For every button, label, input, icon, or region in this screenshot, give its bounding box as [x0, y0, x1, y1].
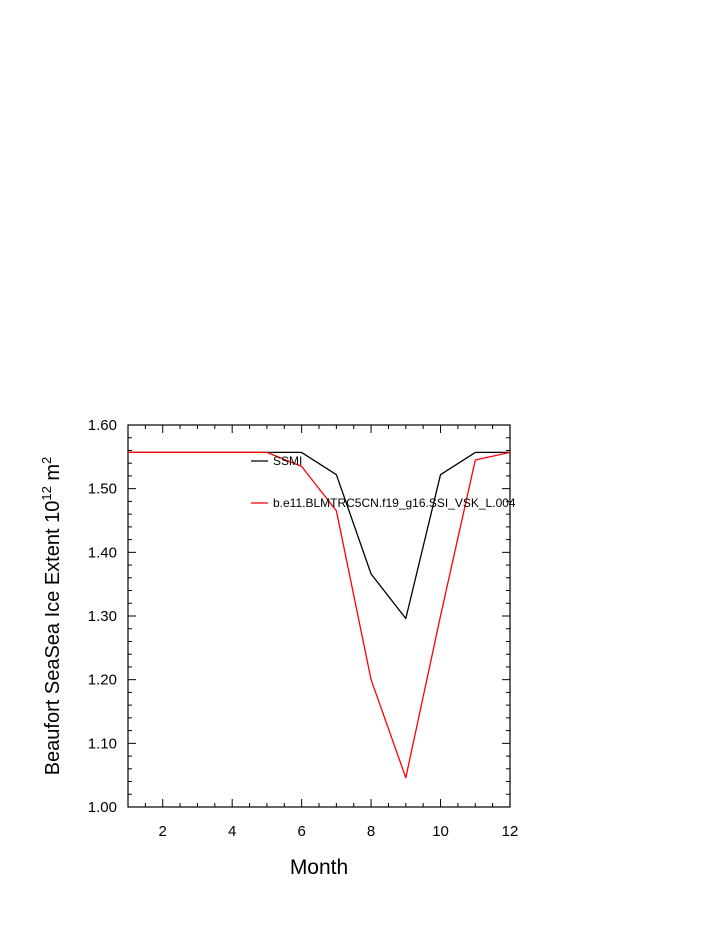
- y-axis-title-superscript: 2: [39, 457, 54, 464]
- y-tick-label: 1.10: [88, 735, 117, 752]
- x-axis-title: Month: [290, 856, 348, 879]
- y-axis-title-part: Beaufort SeaSea Ice Extent 10: [42, 501, 64, 776]
- x-tick-label: 10: [432, 823, 449, 840]
- x-tick-label: 8: [367, 823, 375, 840]
- series-line-0: [128, 451, 510, 620]
- series-line-1: [128, 451, 511, 779]
- y-axis-title-part: m: [42, 464, 64, 486]
- x-tick-label: 4: [228, 823, 236, 840]
- legend-label: b.e11.BLMTRC5CN.f19_g16.SSI_VSK_L.004: [273, 496, 516, 510]
- x-tick-label: 12: [502, 823, 519, 840]
- x-tick-label: 6: [297, 823, 305, 840]
- y-tick-label: 1.00: [88, 799, 117, 816]
- legend-label: SSMI: [273, 454, 302, 468]
- y-axis-title-superscript: 12: [39, 486, 54, 500]
- plot-frame: [127, 424, 511, 808]
- y-tick-label: 1.30: [88, 608, 117, 625]
- y-tick-label: 1.60: [88, 417, 117, 434]
- y-tick-label: 1.50: [88, 481, 117, 498]
- x-tick-label: 2: [159, 823, 167, 840]
- y-axis-title: Beaufort SeaSea Ice Extent 1012 m2: [39, 457, 64, 776]
- y-tick-label: 1.40: [88, 544, 117, 561]
- y-tick-label: 1.20: [88, 672, 117, 689]
